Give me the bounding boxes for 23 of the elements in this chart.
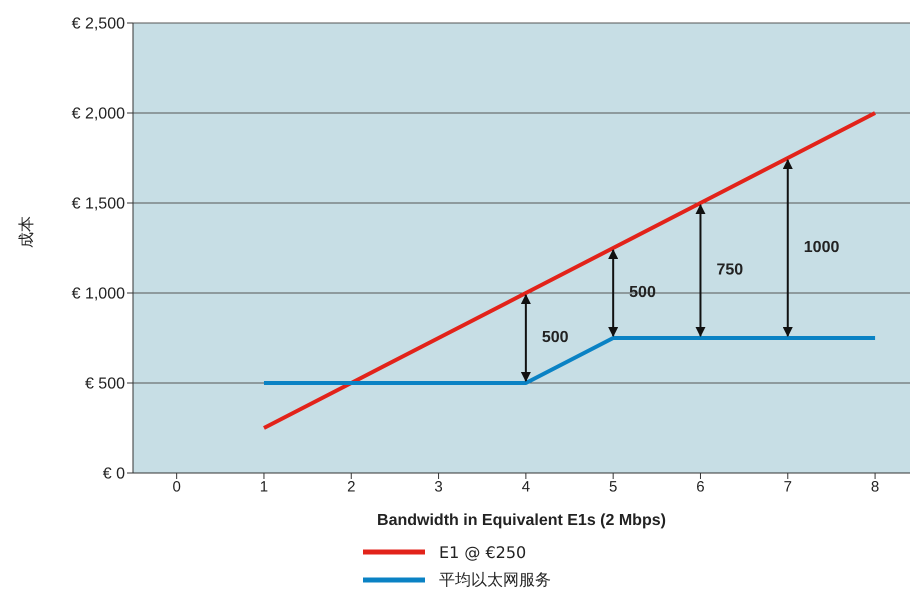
y-tick-label: € 1,500: [72, 196, 126, 213]
line-series: [262, 111, 878, 430]
x-tick-label: 4: [522, 478, 530, 496]
y-axis-title: 成本: [18, 216, 36, 248]
x-tick-label: 0: [172, 478, 181, 496]
y-tick-label: € 1,000: [72, 286, 126, 303]
y-tick-label: € 500: [84, 376, 126, 393]
x-tick-label: 2: [347, 478, 356, 496]
x-tick-label: 5: [608, 478, 618, 496]
y-tick-label: € 2,000: [72, 106, 126, 123]
x-tick-label: 7: [784, 478, 792, 496]
annotation: 750: [716, 262, 744, 279]
y-tick-label: € 2,500: [72, 16, 126, 33]
y-tick-label: € 0: [102, 466, 126, 483]
x-tick-label: 6: [696, 478, 705, 496]
x-tick-label: 8: [870, 478, 880, 496]
annotation: 500: [542, 329, 569, 346]
x-tick-label: 1: [260, 478, 268, 496]
x-tick-label: 3: [434, 478, 443, 496]
annotation: 1000: [804, 239, 840, 256]
x-axis-title: Bandwidth in Equivalent E1s (2 Mbps): [377, 512, 666, 529]
legend-label: E1 @ €250: [439, 542, 526, 562]
legend-label: 平均以太网服务: [439, 570, 551, 590]
